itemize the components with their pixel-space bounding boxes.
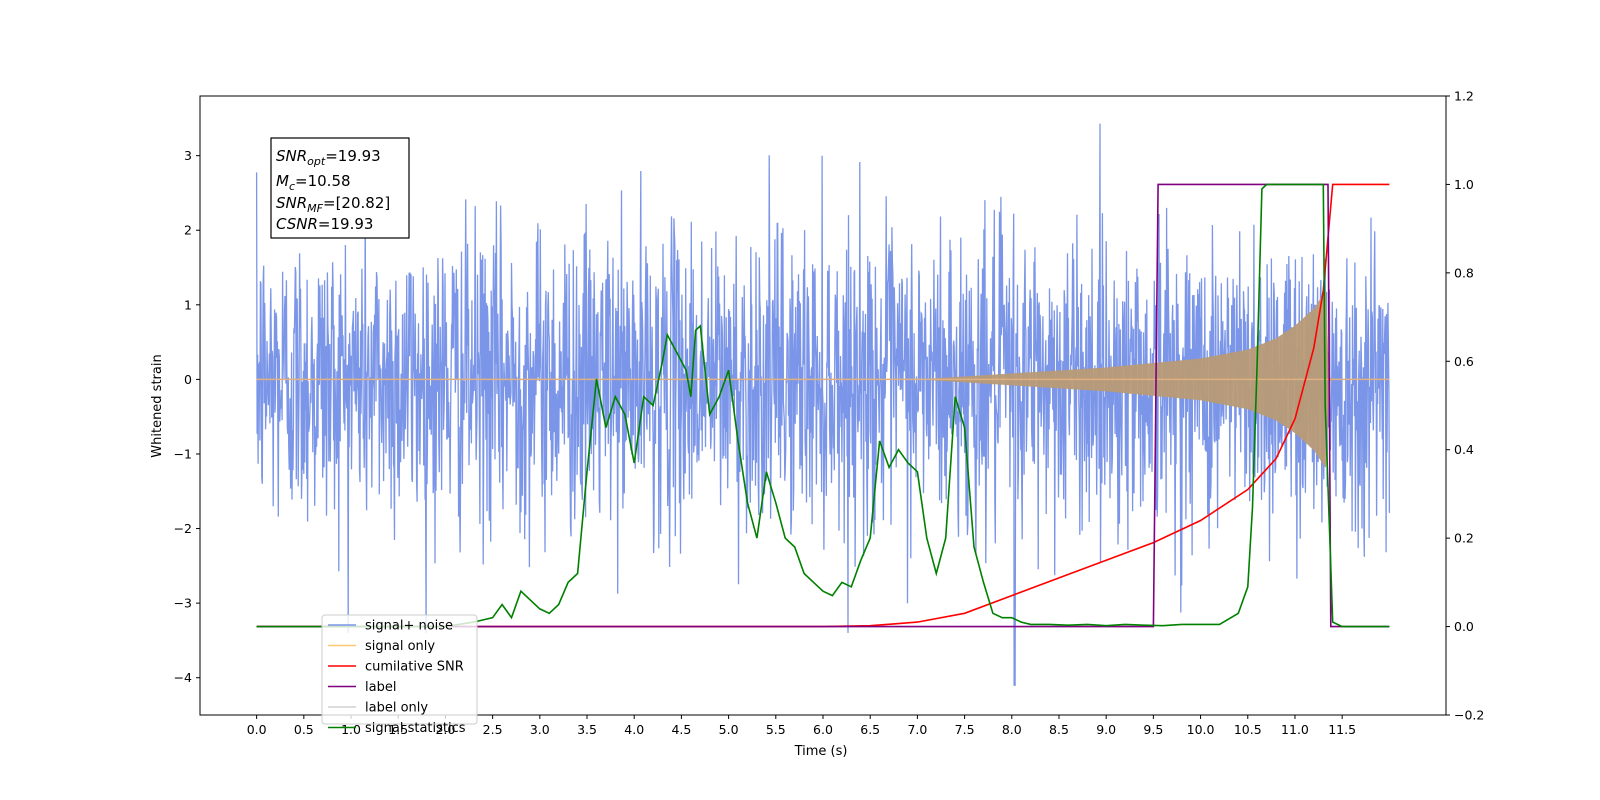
legend-label: label [365,680,396,695]
y2-tick-label: 0.8 [1454,265,1474,280]
annotation-csnr: CSNR=19.93 [276,215,373,233]
x-tick-label: 7.5 [955,722,975,737]
x-tick-label: 3.0 [530,722,550,737]
annotation-snr-mf: SNRMF=[20.82] [276,194,390,215]
y2-tick-label: 0.4 [1454,442,1474,457]
x-tick-label: 0.0 [247,722,267,737]
legend-label: signal+ noise [365,619,453,634]
x-tick-label: 9.5 [1143,722,1163,737]
y-tick-label: −1 [174,446,192,461]
x-axis-title: Time (s) [794,744,848,759]
x-tick-label: 5.0 [719,722,739,737]
y-tick-label: 2 [184,223,192,238]
y-tick-label: 3 [184,148,192,163]
x-tick-label: 10.5 [1234,722,1262,737]
x-tick-label: 0.5 [294,722,314,737]
y-tick-label: −3 [174,596,192,611]
x-tick-label: 11.0 [1281,722,1309,737]
x-tick-label: 9.0 [1096,722,1116,737]
x-tick-label: 2.0 [435,722,455,737]
y2-tick-label: 1.0 [1454,177,1474,192]
series-signal-plus-noise [255,123,1391,686]
x-axis: 0.0 0.5 1.0 1.5 2.0 2.5 3.0 3.5 4.0 4.5 5.0 5.5 6.0 6… [247,715,1356,737]
series-signal-statistics [256,183,1390,628]
series-layer [255,123,1391,686]
x-tick-label: 6.0 [813,722,833,737]
y2-tick-label: −0.2 [1454,708,1484,723]
legend-label: signal only [365,639,435,654]
y-tick-label: −2 [174,521,192,536]
y2-tick-label: 0.6 [1454,354,1474,369]
x-tick-label: 5.5 [766,722,786,737]
x-tick-label: 7.0 [907,722,927,737]
legend-label: signal statistics [365,721,466,736]
x-tick-label: 4.0 [624,722,644,737]
series-cumulative-snr [256,183,1390,628]
annotation-box: SNRopt=19.93 Mc=10.58 SNRMF=[20.82] CSNR… [270,137,410,239]
y-tick-label: 0 [184,372,192,387]
y2-tick-label: 1.2 [1454,89,1474,104]
annotation-frame [270,137,410,239]
x-tick-label: 8.5 [1049,722,1069,737]
x-tick-label: 11.5 [1328,722,1356,737]
x-tick-label: 3.5 [577,722,597,737]
y-tick-label: −4 [174,670,192,685]
y-axis-left: −4 −3 −2 −1 0 1 2 3 [174,148,200,685]
annotation-snr-opt: SNRopt=19.93 [276,147,381,168]
x-tick-label: 4.5 [671,722,691,737]
y-axis-right: −0.2 0.0 0.2 0.4 0.6 0.8 1.0 1.2 [1446,89,1484,723]
y-tick-label: 1 [184,297,192,312]
legend-label: cumilative SNR [365,660,464,675]
x-tick-label: 8.0 [1002,722,1022,737]
y2-tick-label: 0.2 [1454,531,1474,546]
y2-tick-label: 0.0 [1454,619,1474,634]
x-tick-label: 10.0 [1187,722,1215,737]
legend-label: label only [365,701,428,716]
x-tick-label: 1.5 [388,722,408,737]
x-tick-label: 6.5 [860,722,880,737]
y-axis-title: Whitened strain [150,354,165,457]
legend-frame [321,614,478,725]
annotation-mc: Mc=10.58 [276,172,351,193]
legend: signal+ noise signal only cumilative SNR la… [321,614,478,736]
x-tick-label: 2.5 [483,722,503,737]
x-tick-label: 1.0 [341,722,361,737]
